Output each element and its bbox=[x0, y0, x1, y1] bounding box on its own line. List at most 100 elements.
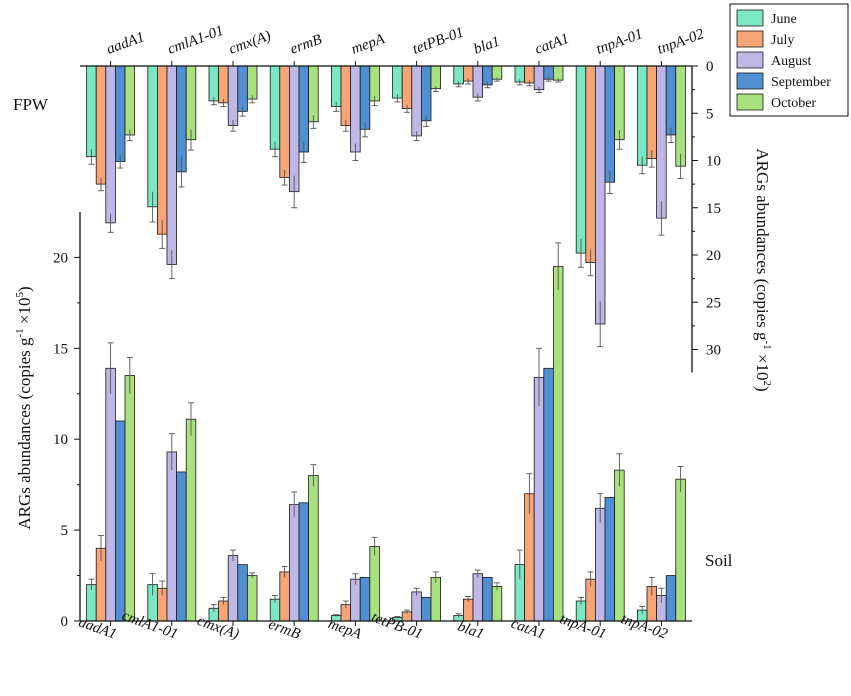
right-y-tick-label: 30 bbox=[706, 343, 721, 359]
fpw-bar-cmlA1-01-September bbox=[176, 65, 187, 173]
fpw-bar-tetPB-01-August bbox=[411, 65, 422, 137]
fpw-bar-tnpA-02-August bbox=[656, 65, 667, 219]
fpw-bar-cmlA1-01-October bbox=[185, 65, 197, 141]
top-category-label: mepA bbox=[349, 31, 387, 58]
legend-swatch-October bbox=[736, 93, 764, 111]
fpw-bar-tnpA-02-October bbox=[675, 65, 686, 167]
soil-bar-mepA-September bbox=[359, 576, 371, 622]
fpw-bar-cmx(A)-October bbox=[246, 65, 258, 100]
soil-bar-bla1-August bbox=[472, 573, 484, 622]
fpw-bar-tnpA-01-October bbox=[614, 65, 625, 141]
left-y-tick-label: 15 bbox=[53, 341, 68, 357]
fpw-bar-tnpA-01-July bbox=[585, 65, 596, 263]
soil-bar-bla1-September bbox=[482, 576, 493, 622]
soil-bar-catA1-October bbox=[553, 266, 564, 622]
right-y-tick-label: 10 bbox=[706, 154, 721, 170]
soil-bar-tnpA-01-September bbox=[604, 496, 616, 622]
soil-bar-tnpA-02-October bbox=[675, 478, 686, 622]
fpw-bar-cmlA1-01-June bbox=[147, 65, 158, 208]
fpw-bar-catA1-August bbox=[533, 65, 545, 91]
soil-bar-aadA1-October bbox=[124, 375, 136, 622]
right-y-tick-label: 0 bbox=[706, 59, 714, 75]
fpw-bar-aadA1-October bbox=[124, 65, 136, 136]
top-category-label: ermB bbox=[288, 32, 324, 58]
fpw-bar-tetPB-01-September bbox=[420, 65, 432, 122]
right-y-tick-label: 15 bbox=[706, 201, 721, 217]
fpw-bar-bla1-August bbox=[472, 65, 484, 98]
top-category-label: aadA1 bbox=[104, 29, 146, 57]
soil-bar-cmx(A)-August bbox=[227, 555, 239, 622]
left-y-tick-label: 0 bbox=[61, 614, 69, 630]
legend-label-July: July bbox=[771, 33, 794, 48]
soil-bar-cmx(A)-October bbox=[246, 575, 258, 622]
soil-bar-catA1-August bbox=[533, 376, 545, 622]
legend-label-August: August bbox=[771, 54, 812, 69]
fpw-bar-ermB-August bbox=[288, 65, 300, 193]
soil-bar-ermB-July bbox=[279, 571, 290, 622]
top-category-label: cmlA1-01 bbox=[166, 23, 226, 58]
soil-bar-ermB-August bbox=[288, 504, 300, 622]
fpw-bar-aadA1-August bbox=[105, 65, 116, 224]
soil-bar-aadA1-September bbox=[115, 420, 126, 622]
legend-swatch-August bbox=[736, 51, 764, 69]
fpw-bar-cmx(A)-July bbox=[218, 65, 229, 104]
left-y-tick-label: 20 bbox=[53, 250, 68, 266]
right-y-tick-label: 25 bbox=[706, 295, 721, 311]
top-category-label: tnpA-02 bbox=[655, 26, 706, 58]
fpw-bar-catA1-October bbox=[553, 65, 564, 81]
bottom-category-label: bla1 bbox=[455, 619, 486, 643]
fpw-bar-aadA1-July bbox=[95, 65, 107, 185]
soil-bar-aadA1-August bbox=[105, 367, 116, 622]
legend-label-October: October bbox=[771, 96, 816, 111]
soil-bar-tetPB-01-October bbox=[430, 576, 442, 622]
fpw-bar-tetPB-01-July bbox=[401, 65, 413, 109]
fpw-bar-aadA1-September bbox=[115, 65, 126, 162]
soil-bar-tnpA-01-October bbox=[614, 469, 625, 622]
fpw-bar-tetPB-01-June bbox=[392, 65, 403, 99]
fpw-bar-tnpA-02-September bbox=[665, 65, 677, 136]
fpw-bar-cmx(A)-August bbox=[227, 65, 239, 126]
soil-bar-cmlA1-01-October bbox=[185, 418, 197, 622]
soil-bar-tnpA-01-August bbox=[595, 507, 606, 622]
fpw-bar-cmx(A)-September bbox=[237, 65, 248, 112]
top-category-label: tnpA-01 bbox=[594, 26, 645, 58]
legend-swatch-July bbox=[736, 30, 764, 48]
fpw-bar-mepA-September bbox=[359, 65, 371, 130]
top-category-label: tetPB-01 bbox=[410, 24, 466, 57]
fpw-bar-catA1-September bbox=[543, 65, 554, 80]
soil-bar-tnpA-02-September bbox=[665, 575, 677, 622]
top-category-label: catA1 bbox=[533, 31, 571, 58]
fpw-bar-cmlA1-01-July bbox=[156, 65, 168, 235]
fpw-bar-mepA-July bbox=[340, 65, 352, 126]
soil-side-label: Soil bbox=[705, 551, 733, 570]
legend: June July August September October bbox=[729, 3, 849, 117]
legend-swatch-June bbox=[736, 9, 764, 27]
fpw-bar-mepA-June bbox=[330, 65, 342, 108]
legend-swatch-September bbox=[736, 72, 764, 90]
fpw-side-label: FPW bbox=[13, 95, 49, 114]
legend-label-June: June bbox=[771, 12, 797, 27]
left-y-tick-label: 10 bbox=[53, 432, 68, 448]
soil-bar-ermB-September bbox=[298, 502, 310, 622]
fpw-bar-ermB-September bbox=[298, 65, 310, 153]
soil-panel bbox=[86, 242, 686, 622]
soil-bar-bla1-October bbox=[491, 586, 503, 622]
right-y-tick-label: 20 bbox=[706, 248, 721, 264]
fpw-bar-tnpA-02-June bbox=[637, 65, 648, 166]
soil-bar-cmlA1-01-August bbox=[166, 451, 178, 622]
left-axis-title: ARGs abundances (copies g-1 ×105) bbox=[14, 286, 34, 529]
fpw-bar-cmx(A)-June bbox=[208, 65, 220, 102]
left-y-tick-label: 5 bbox=[61, 523, 69, 539]
fpw-bar-aadA1-June bbox=[86, 65, 97, 158]
fpw-bar-tnpA-02-July bbox=[646, 65, 658, 160]
top-category-label: cmx(A) bbox=[227, 28, 273, 58]
fpw-bar-tetPB-01-October bbox=[430, 65, 442, 90]
soil-bar-cmlA1-01-September bbox=[176, 471, 187, 622]
fpw-bar-cmlA1-01-August bbox=[166, 65, 178, 265]
right-y-tick-label: 5 bbox=[706, 106, 714, 122]
soil-bar-catA1-September bbox=[543, 367, 554, 622]
fpw-bar-mepA-August bbox=[350, 65, 361, 153]
fpw-panel bbox=[86, 65, 686, 348]
soil-bar-bla1-July bbox=[462, 598, 474, 622]
